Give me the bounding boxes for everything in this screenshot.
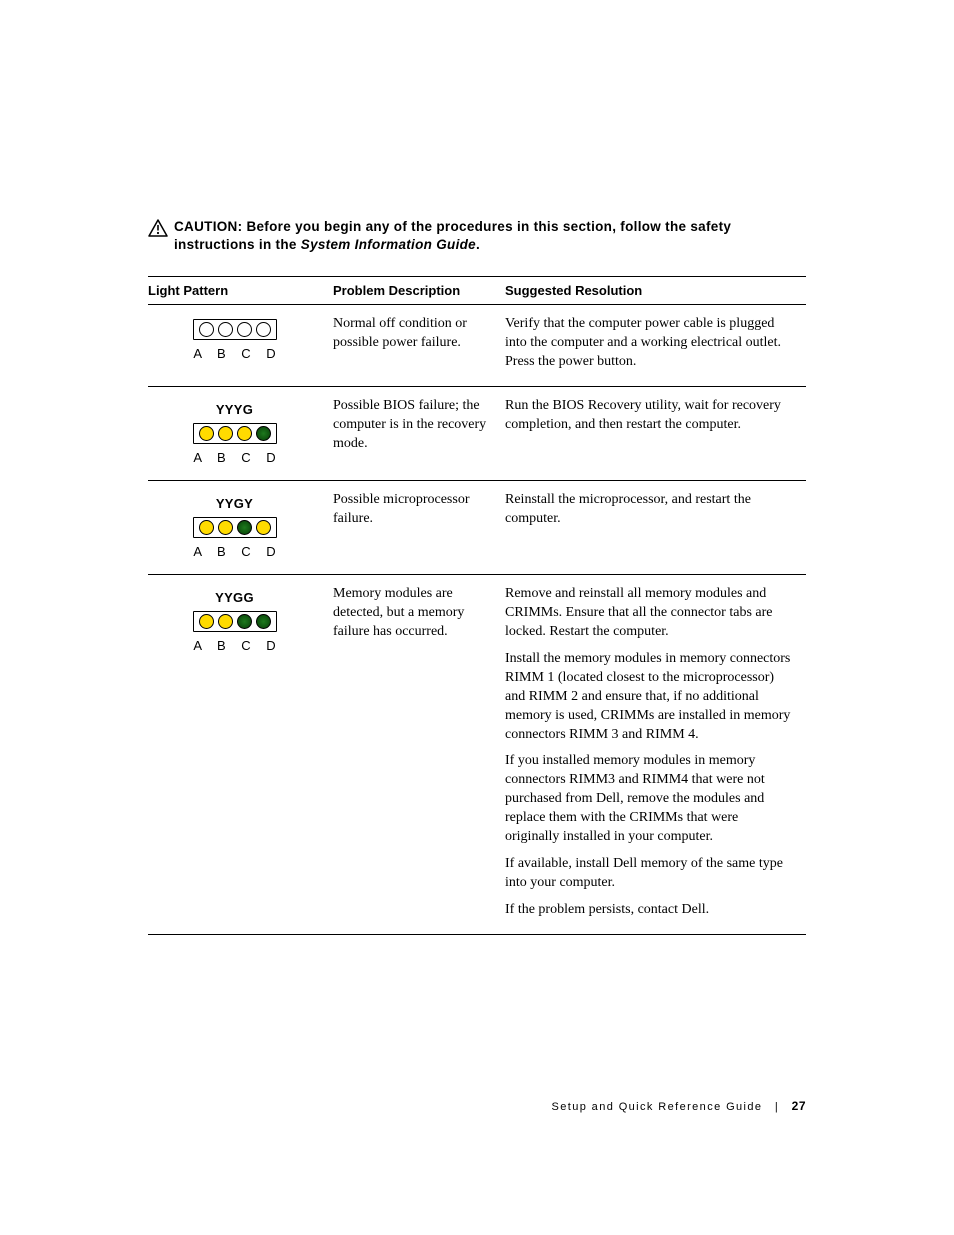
led-indicator (199, 614, 214, 629)
document-page: CAUTION: Before you begin any of the pro… (0, 0, 954, 1235)
resolution-paragraph: Remove and reinstall all memory modules … (505, 585, 794, 642)
light-pattern-cell: YYGY A B C D (148, 481, 333, 575)
abcd-labels: A B C D (187, 345, 281, 363)
led-indicator (237, 520, 252, 535)
table-row: A B C D Normal off condition or possible … (148, 305, 806, 387)
light-pattern-cell: YYYG A B C D (148, 387, 333, 481)
footer-separator: | (775, 1101, 779, 1113)
problem-description-cell: Normal off condition or possible power f… (333, 305, 505, 387)
led-indicator (256, 322, 271, 337)
resolution-paragraph: Install the memory modules in memory con… (505, 650, 794, 744)
table-row: YYYG A B C D Possible BIOS failure; the co… (148, 387, 806, 481)
light-pattern-cell: A B C D (148, 305, 333, 387)
page-footer: Setup and Quick Reference Guide | 27 (551, 1099, 806, 1113)
diagnostic-lights-table: Light Pattern Problem Description Sugges… (148, 276, 806, 934)
header-pattern: Light Pattern (148, 277, 333, 305)
problem-description-cell: Possible BIOS failure; the computer is i… (333, 387, 505, 481)
suggested-resolution-cell: Reinstall the microprocessor, and restar… (505, 481, 806, 575)
abcd-labels: A B C D (187, 637, 281, 655)
resolution-paragraph: Run the BIOS Recovery utility, wait for … (505, 397, 794, 435)
led-indicator (199, 520, 214, 535)
caution-text: CAUTION: Before you begin any of the pro… (174, 218, 806, 254)
header-resolution: Suggested Resolution (505, 277, 806, 305)
resolution-paragraph: If you installed memory modules in memor… (505, 752, 794, 846)
caution-period: . (476, 237, 480, 252)
led-box (193, 319, 277, 340)
footer-page-number: 27 (792, 1099, 806, 1113)
light-pattern: YYGG A B C D (148, 585, 321, 654)
led-box (193, 423, 277, 444)
abcd-labels: A B C D (187, 543, 281, 561)
led-indicator (199, 426, 214, 441)
led-box (193, 517, 277, 538)
problem-description-cell: Possible microprocessor failure. (333, 481, 505, 575)
suggested-resolution-cell: Run the BIOS Recovery utility, wait for … (505, 387, 806, 481)
led-indicator (218, 614, 233, 629)
abcd-labels: A B C D (187, 449, 281, 467)
led-box (193, 611, 277, 632)
caution-italic: System Information Guide (301, 237, 476, 252)
led-indicator (256, 614, 271, 629)
suggested-resolution-cell: Verify that the computer power cable is … (505, 305, 806, 387)
led-indicator (218, 426, 233, 441)
light-pattern: A B C D (148, 315, 321, 363)
light-pattern-cell: YYGG A B C D (148, 575, 333, 934)
light-pattern: YYGY A B C D (148, 491, 321, 560)
pattern-code: YYGY (216, 495, 253, 513)
resolution-paragraph: If available, install Dell memory of the… (505, 855, 794, 893)
pattern-code: YYYG (216, 401, 253, 419)
table-row: YYGY A B C D Possible microprocessor failu… (148, 481, 806, 575)
led-indicator (199, 322, 214, 337)
led-indicator (237, 426, 252, 441)
resolution-paragraph: Verify that the computer power cable is … (505, 315, 794, 372)
resolution-paragraph: If the problem persists, contact Dell. (505, 901, 794, 920)
resolution-paragraph: Reinstall the microprocessor, and restar… (505, 491, 794, 529)
led-indicator (256, 520, 271, 535)
led-indicator (256, 426, 271, 441)
suggested-resolution-cell: Remove and reinstall all memory modules … (505, 575, 806, 934)
footer-title: Setup and Quick Reference Guide (551, 1101, 762, 1113)
led-indicator (218, 322, 233, 337)
caution-block: CAUTION: Before you begin any of the pro… (148, 218, 806, 254)
header-description: Problem Description (333, 277, 505, 305)
led-indicator (237, 614, 252, 629)
led-indicator (218, 520, 233, 535)
problem-description-cell: Memory modules are detected, but a memor… (333, 575, 505, 934)
light-pattern: YYYG A B C D (148, 397, 321, 466)
led-indicator (237, 322, 252, 337)
caution-prefix: CAUTION: (174, 219, 246, 234)
table-row: YYGG A B C D Memory modules are detected, … (148, 575, 806, 934)
pattern-code: YYGG (215, 589, 254, 607)
caution-icon (148, 219, 168, 242)
